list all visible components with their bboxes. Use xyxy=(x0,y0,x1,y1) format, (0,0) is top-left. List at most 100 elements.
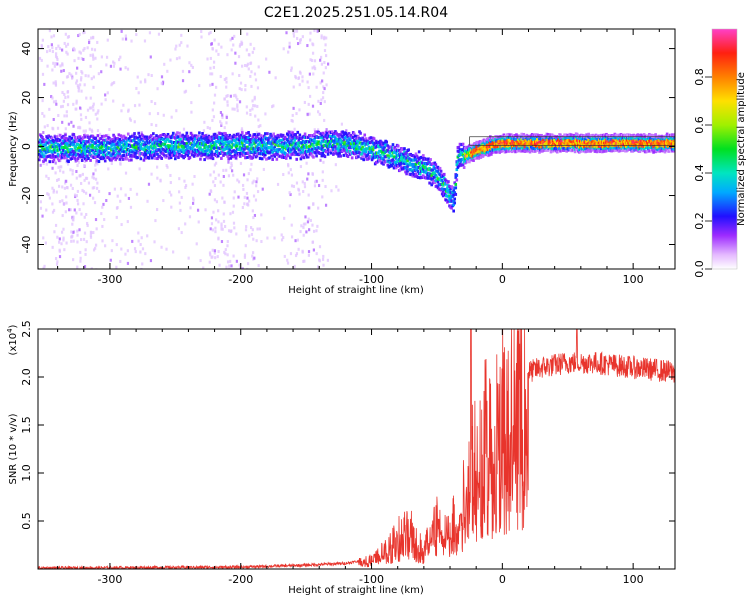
heatmap-cell xyxy=(439,169,443,173)
heatmap-cell xyxy=(302,156,306,160)
heatmap-cell xyxy=(124,171,128,175)
heatmap-cell xyxy=(328,135,332,139)
heatmap-cell xyxy=(73,135,77,139)
heatmap-cell xyxy=(72,142,76,146)
heatmap-cell xyxy=(190,143,194,147)
heatmap-cell xyxy=(306,112,309,116)
heatmap-cell xyxy=(101,205,104,209)
heatmap-cell xyxy=(219,120,222,124)
heatmap-cell xyxy=(248,199,251,203)
heatmap-cell xyxy=(84,146,87,150)
heatmap-cell xyxy=(292,137,295,141)
heatmap-cell xyxy=(369,136,373,140)
heatmap-cell xyxy=(61,48,64,52)
heatmap-cell xyxy=(211,118,214,122)
heatmap-cell xyxy=(295,157,299,161)
heatmap-cell xyxy=(304,153,308,157)
heatmap-cell xyxy=(208,150,212,154)
heatmap-cell xyxy=(59,105,63,109)
heatmap-cell xyxy=(62,81,65,85)
heatmap-cell xyxy=(359,131,362,135)
colorbar-tick-label: 0.6 xyxy=(693,116,706,134)
heatmap-cell xyxy=(229,94,232,98)
heatmap-cell xyxy=(420,176,424,180)
heatmap-cell xyxy=(290,223,293,227)
heatmap-cell xyxy=(347,146,351,150)
heatmap-cell xyxy=(242,187,245,191)
heatmap-cell xyxy=(346,135,350,139)
heatmap-cell xyxy=(304,143,308,147)
heatmap-cell xyxy=(478,149,482,153)
heatmap-cell xyxy=(236,109,239,113)
heatmap-cell xyxy=(51,210,55,214)
heatmap-cell xyxy=(97,153,101,157)
heatmap-cell xyxy=(426,173,429,177)
heatmap-cell xyxy=(197,143,200,147)
heatmap-cell xyxy=(308,72,311,76)
heatmap-cell xyxy=(321,79,324,83)
heatmap-cell xyxy=(68,72,71,76)
heatmap-cell xyxy=(234,156,238,160)
heatmap-cell xyxy=(214,135,218,139)
heatmap-cell xyxy=(247,172,250,176)
heatmap-cell xyxy=(237,195,240,199)
heatmap-cell xyxy=(175,44,178,48)
heatmap-cell xyxy=(260,213,263,217)
snr-frame xyxy=(37,328,676,570)
heatmap-cell xyxy=(257,125,260,129)
heatmap-cell xyxy=(233,226,236,230)
heatmap-cell xyxy=(80,181,83,185)
heatmap-cell xyxy=(250,226,253,230)
heatmap-cell xyxy=(258,141,262,145)
heatmap-cell xyxy=(392,166,396,170)
heatmap-cell xyxy=(232,173,235,177)
heatmap-cell xyxy=(229,38,232,42)
heatmap-cell xyxy=(100,102,103,106)
heatmap-cell xyxy=(44,241,47,245)
heatmap-cell xyxy=(108,136,111,140)
heatmap-cell xyxy=(402,152,405,156)
heatmap-cell xyxy=(77,126,80,130)
heatmap-cell xyxy=(76,66,79,70)
heatmap-cell xyxy=(367,145,371,149)
heatmap-cell xyxy=(213,251,216,255)
heatmap-cell xyxy=(39,138,42,142)
heatmap-cell xyxy=(235,144,239,148)
heatmap-cell xyxy=(279,138,283,142)
heatmap-cell xyxy=(78,32,81,36)
snr-x-tick-label: -200 xyxy=(228,573,253,586)
heatmap-cell xyxy=(88,193,92,197)
heatmap-cell xyxy=(202,129,206,133)
heatmap-cell xyxy=(290,66,293,70)
heatmap-cell xyxy=(110,249,113,253)
heatmap-cell xyxy=(293,153,296,157)
heatmap-cell xyxy=(332,147,335,151)
heatmap-cell xyxy=(313,128,316,132)
heatmap-cell xyxy=(185,142,189,146)
heatmap-cell xyxy=(220,227,223,231)
heatmap-cell xyxy=(354,144,357,148)
heatmap-cell xyxy=(132,150,135,154)
heatmap-cell xyxy=(312,229,316,233)
heatmap-cell xyxy=(138,148,142,152)
heatmap-cell xyxy=(337,149,340,153)
heatmap-cell xyxy=(570,140,574,144)
heatmap-cell xyxy=(51,96,54,100)
heatmap-cell xyxy=(61,185,64,189)
heatmap-cell xyxy=(239,133,243,137)
heatmap-cell xyxy=(262,150,266,154)
heatmap-cell xyxy=(110,158,113,162)
heatmap-cell xyxy=(549,150,553,154)
heatmap-cell xyxy=(487,153,491,157)
heatmap-cell xyxy=(486,137,490,141)
heatmap-cell xyxy=(251,209,254,213)
heatmap-cell xyxy=(169,146,173,150)
heatmap-cell xyxy=(170,153,174,157)
heatmap-cell xyxy=(84,252,87,256)
heatmap-cell xyxy=(397,162,401,166)
heatmap-cell xyxy=(176,131,179,135)
heatmap-cell xyxy=(47,138,51,142)
heatmap-cell xyxy=(109,141,112,145)
heatmap-cell xyxy=(405,172,408,176)
heatmap-cell xyxy=(246,145,249,149)
